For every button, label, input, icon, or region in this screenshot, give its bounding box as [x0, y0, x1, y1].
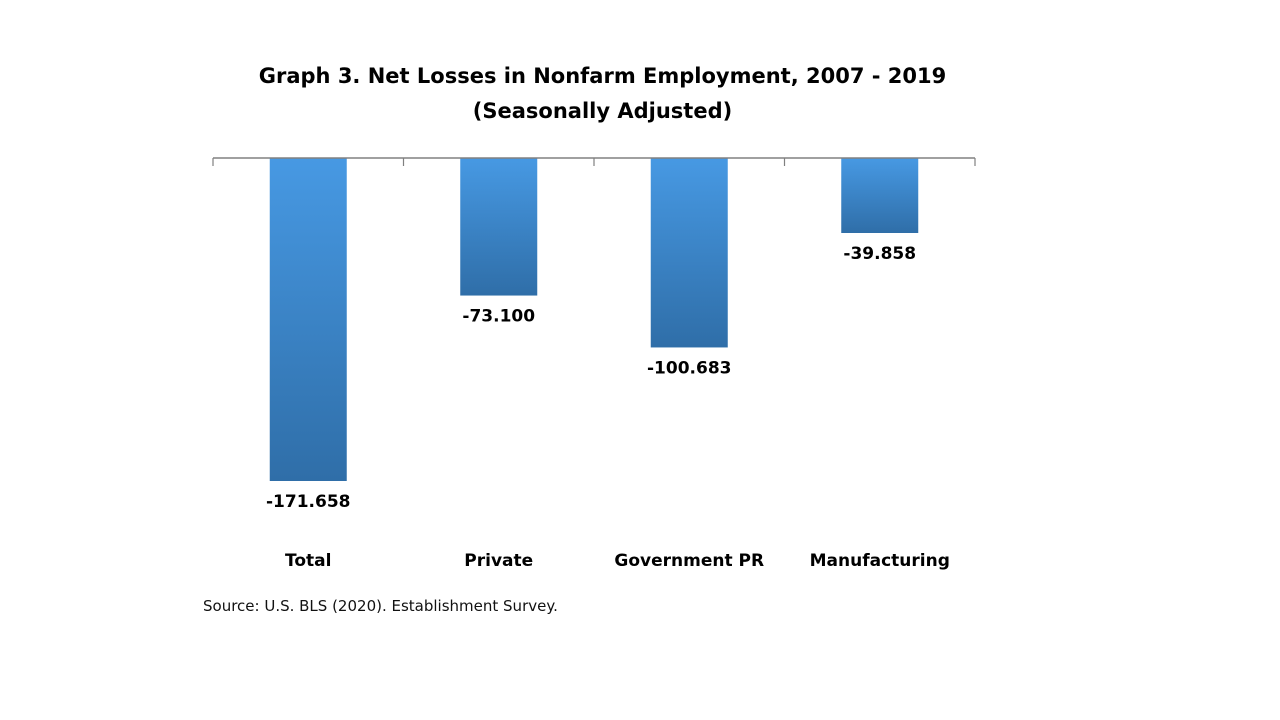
- data-label: -73.100: [462, 307, 535, 327]
- data-label: -171.658: [266, 492, 351, 512]
- bar-total: [269, 158, 347, 481]
- category-label: Manufacturing: [810, 551, 950, 571]
- category-label: Private: [464, 551, 533, 571]
- bar-private: [460, 158, 538, 296]
- bar-manufacturing: [841, 158, 919, 233]
- category-label: Total: [285, 551, 331, 571]
- data-label: -39.858: [843, 244, 916, 264]
- source-note: Source: U.S. BLS (2020). Establishment S…: [203, 597, 558, 615]
- chart-title: Graph 3. Net Losses in Nonfarm Employmen…: [258, 64, 947, 88]
- category-label: Government PR: [614, 551, 764, 571]
- data-label: -100.683: [647, 358, 732, 378]
- chart-subtitle: (Seasonally Adjusted): [472, 99, 733, 123]
- bar-government-pr: [650, 158, 728, 348]
